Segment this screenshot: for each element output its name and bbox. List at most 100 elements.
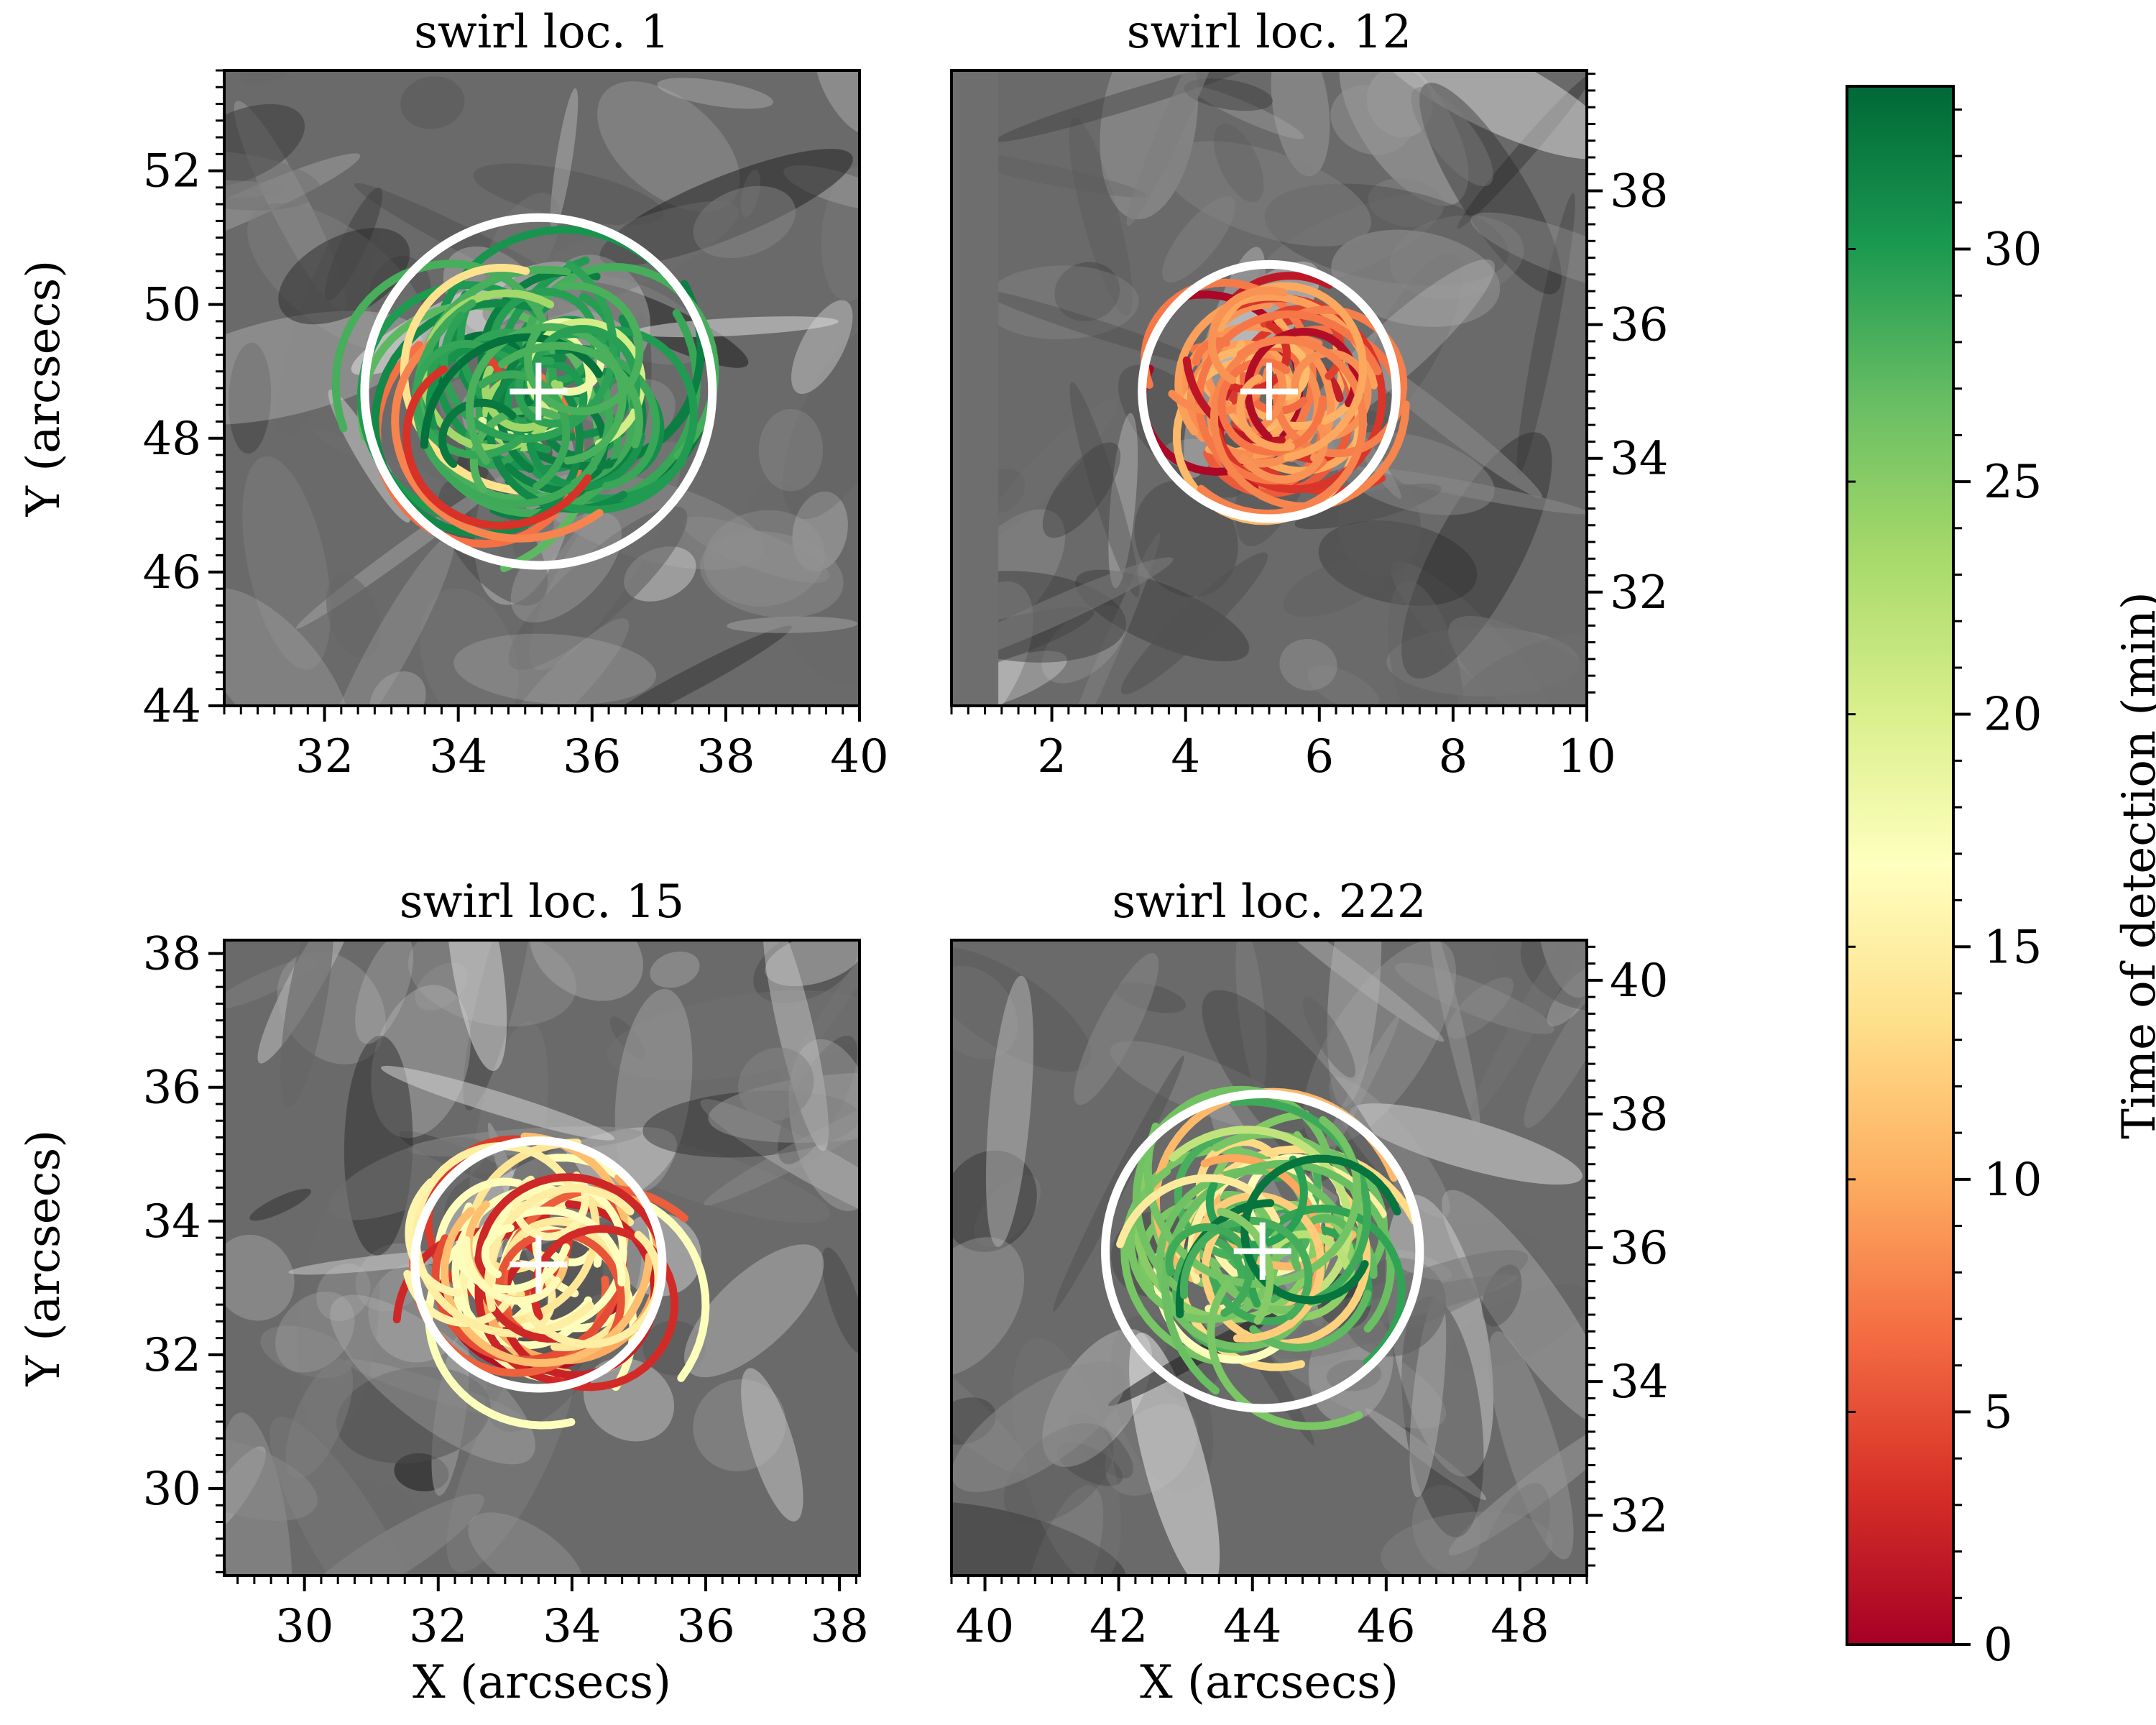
intensity-blob [1516,193,1575,475]
intensity-blob [371,985,471,1138]
intensity-blob [1429,940,1480,1131]
intensity-blob [1258,940,1445,1042]
colorbar-frame [1846,85,1955,1646]
x-tick-label: 40 [830,730,888,783]
intensity-blob [508,506,688,670]
swirl-track [1207,286,1288,385]
y-tick-label: 38 [1610,1088,1668,1141]
intensity-blob [609,1016,645,1059]
intensity-blob [1394,962,1554,1034]
intensity-blob [1069,382,1140,597]
intensity-blob [1368,178,1444,227]
x-tick-label: 6 [1304,730,1334,783]
intensity-blob [683,1244,824,1378]
intensity-blob [1331,229,1501,327]
intensity-blob [1327,940,1382,1107]
x-tick-label: 4 [1171,730,1200,783]
y-tick-label: 36 [1610,1222,1668,1275]
intensity-blob [792,491,848,571]
intensity-blob [726,616,858,633]
swirl-track [455,1243,571,1294]
intensity-blob [952,965,1018,1059]
intensity-blob [1335,335,1542,498]
swirl-track [402,365,592,530]
panel-title: swirl loc. 1 [414,6,670,59]
intensity-blob [380,1065,615,1141]
swirl-tracks [1116,1085,1419,1430]
intensity-blob [1328,1077,1450,1218]
intensity-blob [330,1294,535,1465]
intensity-structures [952,70,1587,706]
intensity-blob [224,104,305,188]
intensity-blob [1110,1041,1305,1134]
intensity-blob [579,625,792,706]
swirl-track [1116,1174,1281,1248]
intensity-blob [1161,141,1371,247]
swirl-track [1243,328,1359,441]
intensity-blob [682,516,830,583]
intensity-blob [952,1361,1126,1492]
y-tick-label: 30 [143,1463,201,1516]
intensity-blob [224,153,361,260]
axes-ticks: 40 42 44 46 48 32 34 36 38 40 [950,945,1668,1653]
swirl-track [1236,374,1295,451]
intensity-blob [821,167,860,302]
swirl-track [1249,1289,1372,1352]
intensity-blob [985,975,1033,1247]
swirl-track [1207,1279,1363,1430]
intensity-blob [1442,1190,1587,1427]
swirl-track [391,337,604,543]
intensity-blob [1539,940,1587,998]
swirl-track [524,281,644,415]
intensity-blob [1387,581,1465,706]
intensity-blob [285,1358,354,1479]
intensity-blob [1381,1512,1553,1576]
intensity-blob [326,574,381,659]
y-tick-label: 52 [143,145,201,198]
y-tick-label: 36 [1610,299,1668,352]
plot-area [224,70,860,706]
swirl-track [525,1230,663,1348]
y-tick-label: 48 [143,413,201,466]
swirl-track [488,288,599,385]
intensity-blob [791,300,853,395]
y-tick-label: 50 [143,279,201,332]
intensity-blob [224,310,422,425]
colorbar-gradient [1847,86,1953,1644]
y-tick-label: 40 [1610,954,1668,1008]
intensity-blob [326,535,455,706]
swirl-track [441,1207,653,1367]
intensity-blob [287,1494,484,1576]
intensity-blob [328,1137,487,1220]
intensity-blob [499,618,630,706]
x-tick-label: 38 [696,730,755,783]
intensity-blob [297,1192,380,1440]
swirl-track [1291,349,1372,441]
intensity-blob [1271,70,1330,177]
intensity-blob [1471,1483,1550,1576]
intensity-blob [446,940,507,1071]
detection-circle [1101,1090,1424,1413]
intensity-blob [693,185,796,259]
intensity-blob [1457,632,1587,706]
intensity-blob [1279,639,1337,691]
intensity-blob [1447,977,1514,1039]
intensity-blob [229,342,272,454]
intensity-blob [1069,117,1133,316]
intensity-blob [224,957,320,1010]
swirl-track [478,370,571,491]
detection-overlay [360,213,717,570]
detection-overlay [1101,1090,1424,1413]
intensity-blob [741,1368,803,1522]
swirl-track [1197,336,1368,518]
y-axis-label: Y (arcsecs) [17,1130,70,1387]
plot-area [224,940,860,1576]
x-tick-label: 32 [409,1600,467,1653]
intensity-blob [270,1417,430,1576]
intensity-blob [473,163,664,226]
intensity-blob [783,322,860,520]
intensity-blob [1350,1103,1583,1185]
intensity-blob [1470,940,1587,1119]
intensity-structures [224,940,860,1576]
